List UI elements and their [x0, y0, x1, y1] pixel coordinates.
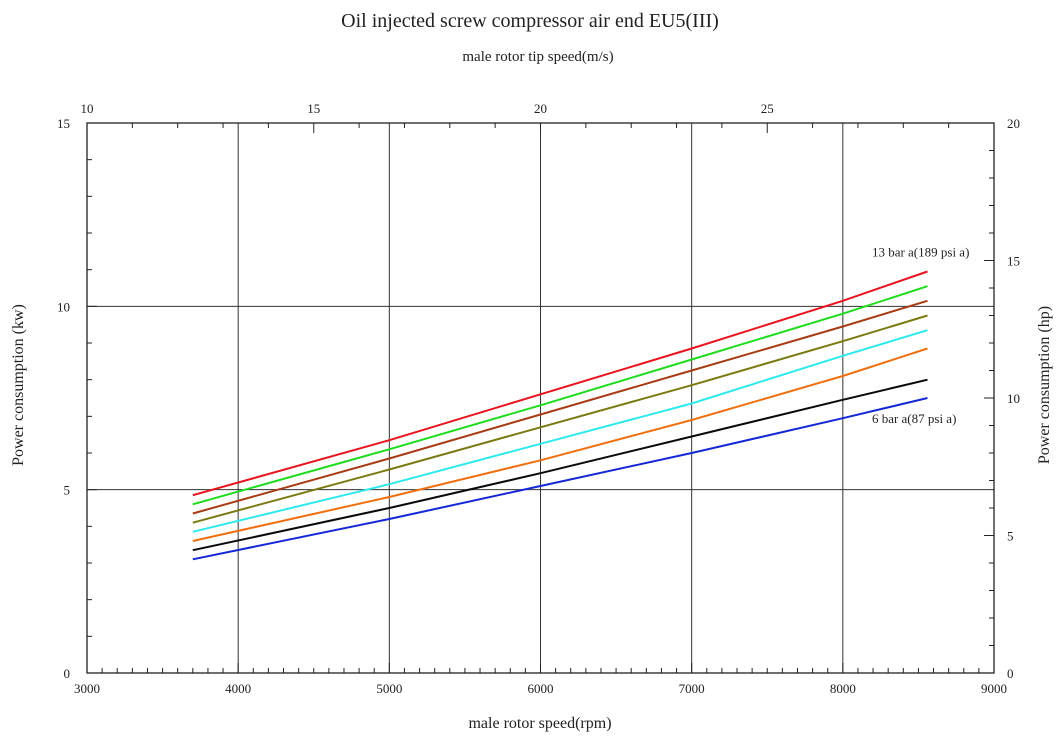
- y2-tick-label: 10: [1007, 391, 1020, 406]
- y2-tick-label: 15: [1007, 254, 1020, 269]
- x-tick-label: 4000: [225, 681, 251, 696]
- series-line-3: [192, 299, 928, 515]
- series-line-7: [192, 378, 928, 552]
- y-tick-label: 5: [64, 483, 71, 498]
- series-line-2: [192, 285, 928, 506]
- y2-tick-label: 20: [1007, 116, 1020, 131]
- x-tick-label: 3000: [74, 681, 100, 696]
- x2-tick-label: 15: [307, 101, 320, 116]
- annotations: 13 bar a(189 psi a) 6 bar a(87 psi a): [872, 244, 969, 426]
- x-tick-label: 5000: [376, 681, 402, 696]
- series-lines: [192, 270, 928, 561]
- y-tick-label: 15: [57, 116, 70, 131]
- series-line-5: [192, 329, 928, 533]
- chart-subtitle: male rotor tip speed(m/s): [462, 49, 613, 65]
- x-tick-label: 6000: [528, 681, 554, 696]
- x2-tick-label: 25: [761, 101, 774, 116]
- y-tick-label: 10: [57, 299, 70, 314]
- y-tick-label: 0: [64, 666, 71, 681]
- series-line-4: [192, 314, 928, 524]
- y-axis-title: Power consumption (kw): [10, 304, 27, 466]
- tick-labels: 3000 4000 5000 6000 7000 8000 9000 10 15 20 25 0 5 10…: [57, 101, 1020, 696]
- annotation-label: 6 bar a(87 psi a): [872, 411, 956, 426]
- y2-axis-title: Power consumption (hp): [1036, 306, 1053, 464]
- x-tick-label: 8000: [830, 681, 856, 696]
- series-line-1: [192, 270, 928, 497]
- x-axis-title: male rotor speed(rpm): [468, 715, 611, 732]
- x-tick-label: 7000: [679, 681, 705, 696]
- x2-tick-label: 10: [81, 101, 94, 116]
- grid-lines: [87, 123, 994, 673]
- series-line-6: [192, 347, 928, 542]
- y2-tick-label: 5: [1007, 529, 1014, 544]
- y2-tick-label: 0: [1007, 666, 1014, 681]
- series-line-8: [192, 397, 928, 561]
- axis-ticks: [86, 122, 995, 674]
- x-tick-label: 9000: [981, 681, 1007, 696]
- x2-tick-label: 20: [534, 101, 547, 116]
- chart-title: Oil injected screw compressor air end EU…: [341, 10, 719, 32]
- annotation-label: 13 bar a(189 psi a): [872, 244, 969, 259]
